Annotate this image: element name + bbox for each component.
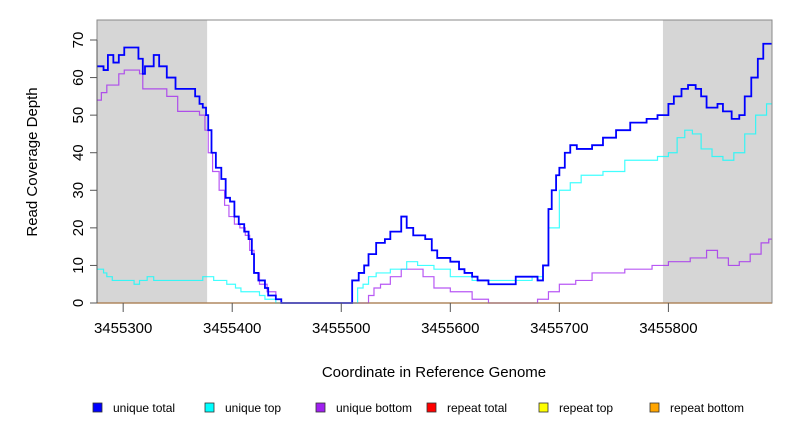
legend-label: repeat bottom	[670, 401, 744, 415]
legend-swatch	[649, 402, 660, 413]
legend: unique total unique top unique bottom repea…	[92, 401, 744, 415]
shaded-region	[662, 20, 772, 303]
legend-label: unique top	[225, 401, 281, 415]
y-axis: 0 10 20 30 40 50 60 70	[70, 32, 98, 307]
series-line-unique-top	[97, 103, 772, 304]
x-tick-label: 3455400	[203, 320, 261, 337]
x-tick-label: 3455600	[421, 320, 479, 337]
x-tick-label: 3455700	[530, 320, 588, 337]
legend-label: repeat total	[447, 401, 507, 415]
y-tick-label: 40	[70, 144, 87, 161]
x-tick-label: 3455800	[639, 320, 697, 337]
y-tick-label: 70	[70, 32, 87, 49]
legend-label: repeat top	[559, 401, 613, 415]
x-tick-label: 3455500	[312, 320, 370, 337]
x-tick-label: 3455300	[94, 320, 152, 337]
series-line-unique-total	[97, 42, 772, 304]
x-axis-label: Coordinate in Reference Genome	[322, 364, 546, 381]
y-tick-label: 0	[70, 299, 87, 307]
y-tick-label: 20	[70, 220, 87, 237]
y-tick-label: 30	[70, 182, 87, 199]
series-line-unique-bottom	[97, 69, 772, 304]
x-axis: 3455300 3455400 3455500 3455600 3455700 34558…	[94, 303, 698, 337]
legend-swatch	[426, 402, 437, 413]
y-axis-label: Read Coverage Depth	[24, 87, 41, 236]
legend-swatch	[538, 402, 549, 413]
legend-swatch	[204, 402, 215, 413]
y-tick-label: 50	[70, 107, 87, 124]
y-tick-label: 10	[70, 257, 87, 274]
legend-swatch	[315, 402, 326, 413]
y-tick-label: 60	[70, 69, 87, 86]
shaded-regions	[97, 20, 772, 303]
legend-swatch	[92, 402, 103, 413]
legend-label: unique total	[113, 401, 175, 415]
legend-label: unique bottom	[336, 401, 412, 415]
